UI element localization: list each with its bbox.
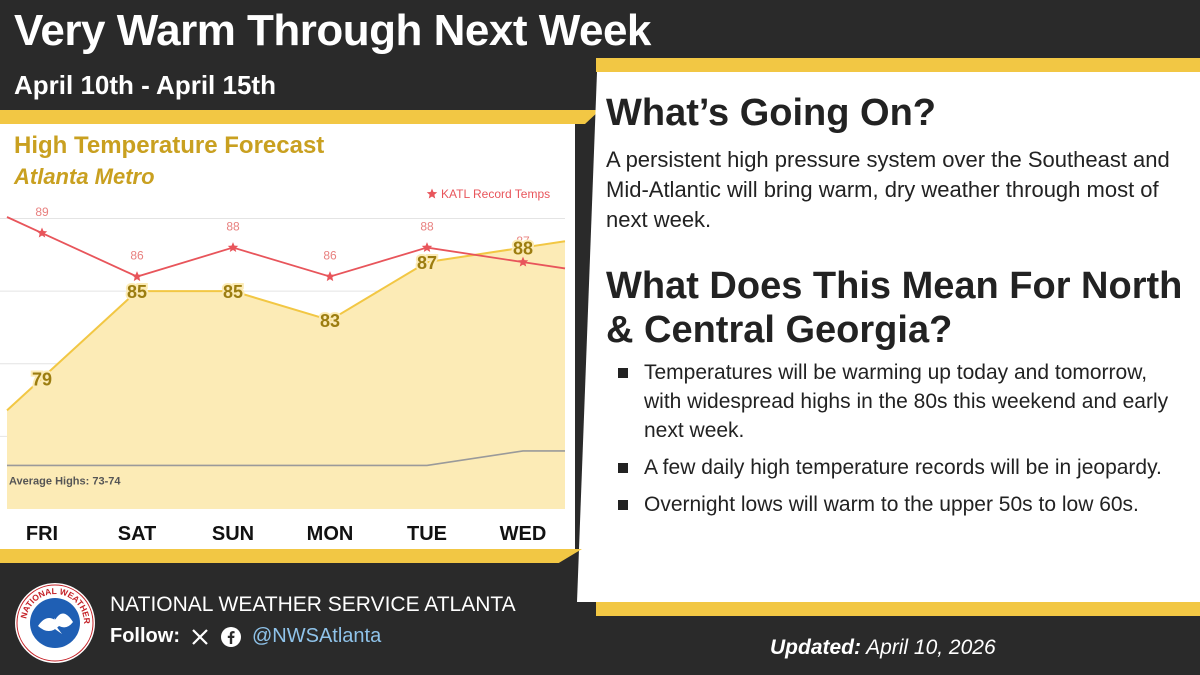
org-name: NATIONAL WEATHER SERVICE ATLANTA — [110, 593, 516, 616]
accent-stripe — [0, 110, 600, 124]
forecast-value-label: 79 — [32, 369, 52, 389]
record-line — [6, 216, 566, 278]
chart-subtitle: Atlanta Metro — [14, 164, 155, 189]
bullet-text: A few daily high temperature records wil… — [644, 456, 1162, 479]
whats-going-on-heading: What’s Going On? — [606, 92, 936, 134]
chart-card: High Temperature Forecast Atlanta Metro … — [0, 124, 575, 549]
accent-stripe-right-bottom — [596, 602, 1200, 616]
page-title: Very Warm Through Next Week — [14, 6, 651, 55]
forecast-value-label: 85 — [127, 282, 147, 302]
forecast-value-label: 83 — [320, 311, 340, 331]
bullet-square-icon — [618, 368, 628, 378]
average-line — [7, 450, 565, 467]
record-point — [227, 242, 239, 253]
nws-logo: NATIONAL WEATHER SERVICE — [14, 582, 95, 663]
forecast-value-label: 87 — [417, 253, 437, 273]
list-item: Temperatures will be warming up today an… — [618, 358, 1188, 445]
x-tick-label: FRI — [26, 523, 58, 545]
list-item: Overnight lows will warm to the upper 50… — [618, 490, 1188, 519]
what-it-means-heading: What Does This Mean For North & Central … — [606, 265, 1183, 351]
accent-stripe-right-top — [596, 58, 1200, 72]
forecast-line — [6, 240, 566, 412]
bullet-square-icon — [618, 463, 628, 473]
record-value-label: 87 — [516, 234, 530, 248]
forecast-area — [7, 241, 565, 509]
list-item: A few daily high temperature records wil… — [618, 453, 1188, 482]
record-value-label: 88 — [420, 220, 434, 234]
updated-date: April 10, 2026 — [866, 636, 996, 659]
updated-stamp: Updated: April 10, 2026 — [770, 636, 996, 660]
legend-label: KATL Record Temps — [441, 187, 550, 201]
follow-row: Follow: @NWSAtlanta — [110, 625, 381, 648]
x-tick-label: MON — [307, 523, 354, 545]
x-tick-label: WED — [500, 523, 547, 545]
accent-stripe-chart-bottom — [0, 549, 582, 563]
facebook-icon[interactable] — [220, 626, 242, 648]
record-point — [36, 227, 48, 238]
forecast-value-label: 88 — [513, 239, 533, 259]
x-tick-label: TUE — [407, 523, 447, 545]
whats-going-on-text: A persistent high pressure system over t… — [606, 147, 1170, 232]
bullet-text: Temperatures will be warming up today an… — [644, 361, 1169, 442]
x-tick-label: SUN — [212, 523, 254, 545]
chart-title: High Temperature Forecast — [14, 132, 325, 159]
record-value-label: 89 — [35, 205, 49, 219]
record-point — [421, 242, 433, 253]
date-range: April 10th - April 15th — [14, 70, 276, 100]
record-value-label: 88 — [226, 220, 240, 234]
record-point — [324, 271, 336, 282]
social-handle-link[interactable]: @NWSAtlanta — [251, 625, 382, 647]
info-panel — [577, 72, 1200, 602]
record-value-label: 86 — [323, 249, 337, 263]
legend-star-icon — [426, 188, 438, 199]
average-label: Average Highs: 73-74 — [9, 475, 121, 487]
bullet-text: Overnight lows will warm to the upper 50… — [644, 493, 1139, 516]
follow-label: Follow: — [110, 625, 180, 647]
x-icon[interactable] — [190, 627, 210, 647]
bullet-square-icon — [618, 500, 628, 510]
x-tick-label: SAT — [118, 523, 157, 545]
record-point — [131, 271, 143, 282]
updated-label: Updated: — [770, 636, 861, 659]
record-value-label: 86 — [130, 249, 144, 263]
impact-list: Temperatures will be warming up today an… — [618, 358, 1188, 527]
record-point — [517, 256, 529, 267]
forecast-value-label: 85 — [223, 282, 243, 302]
